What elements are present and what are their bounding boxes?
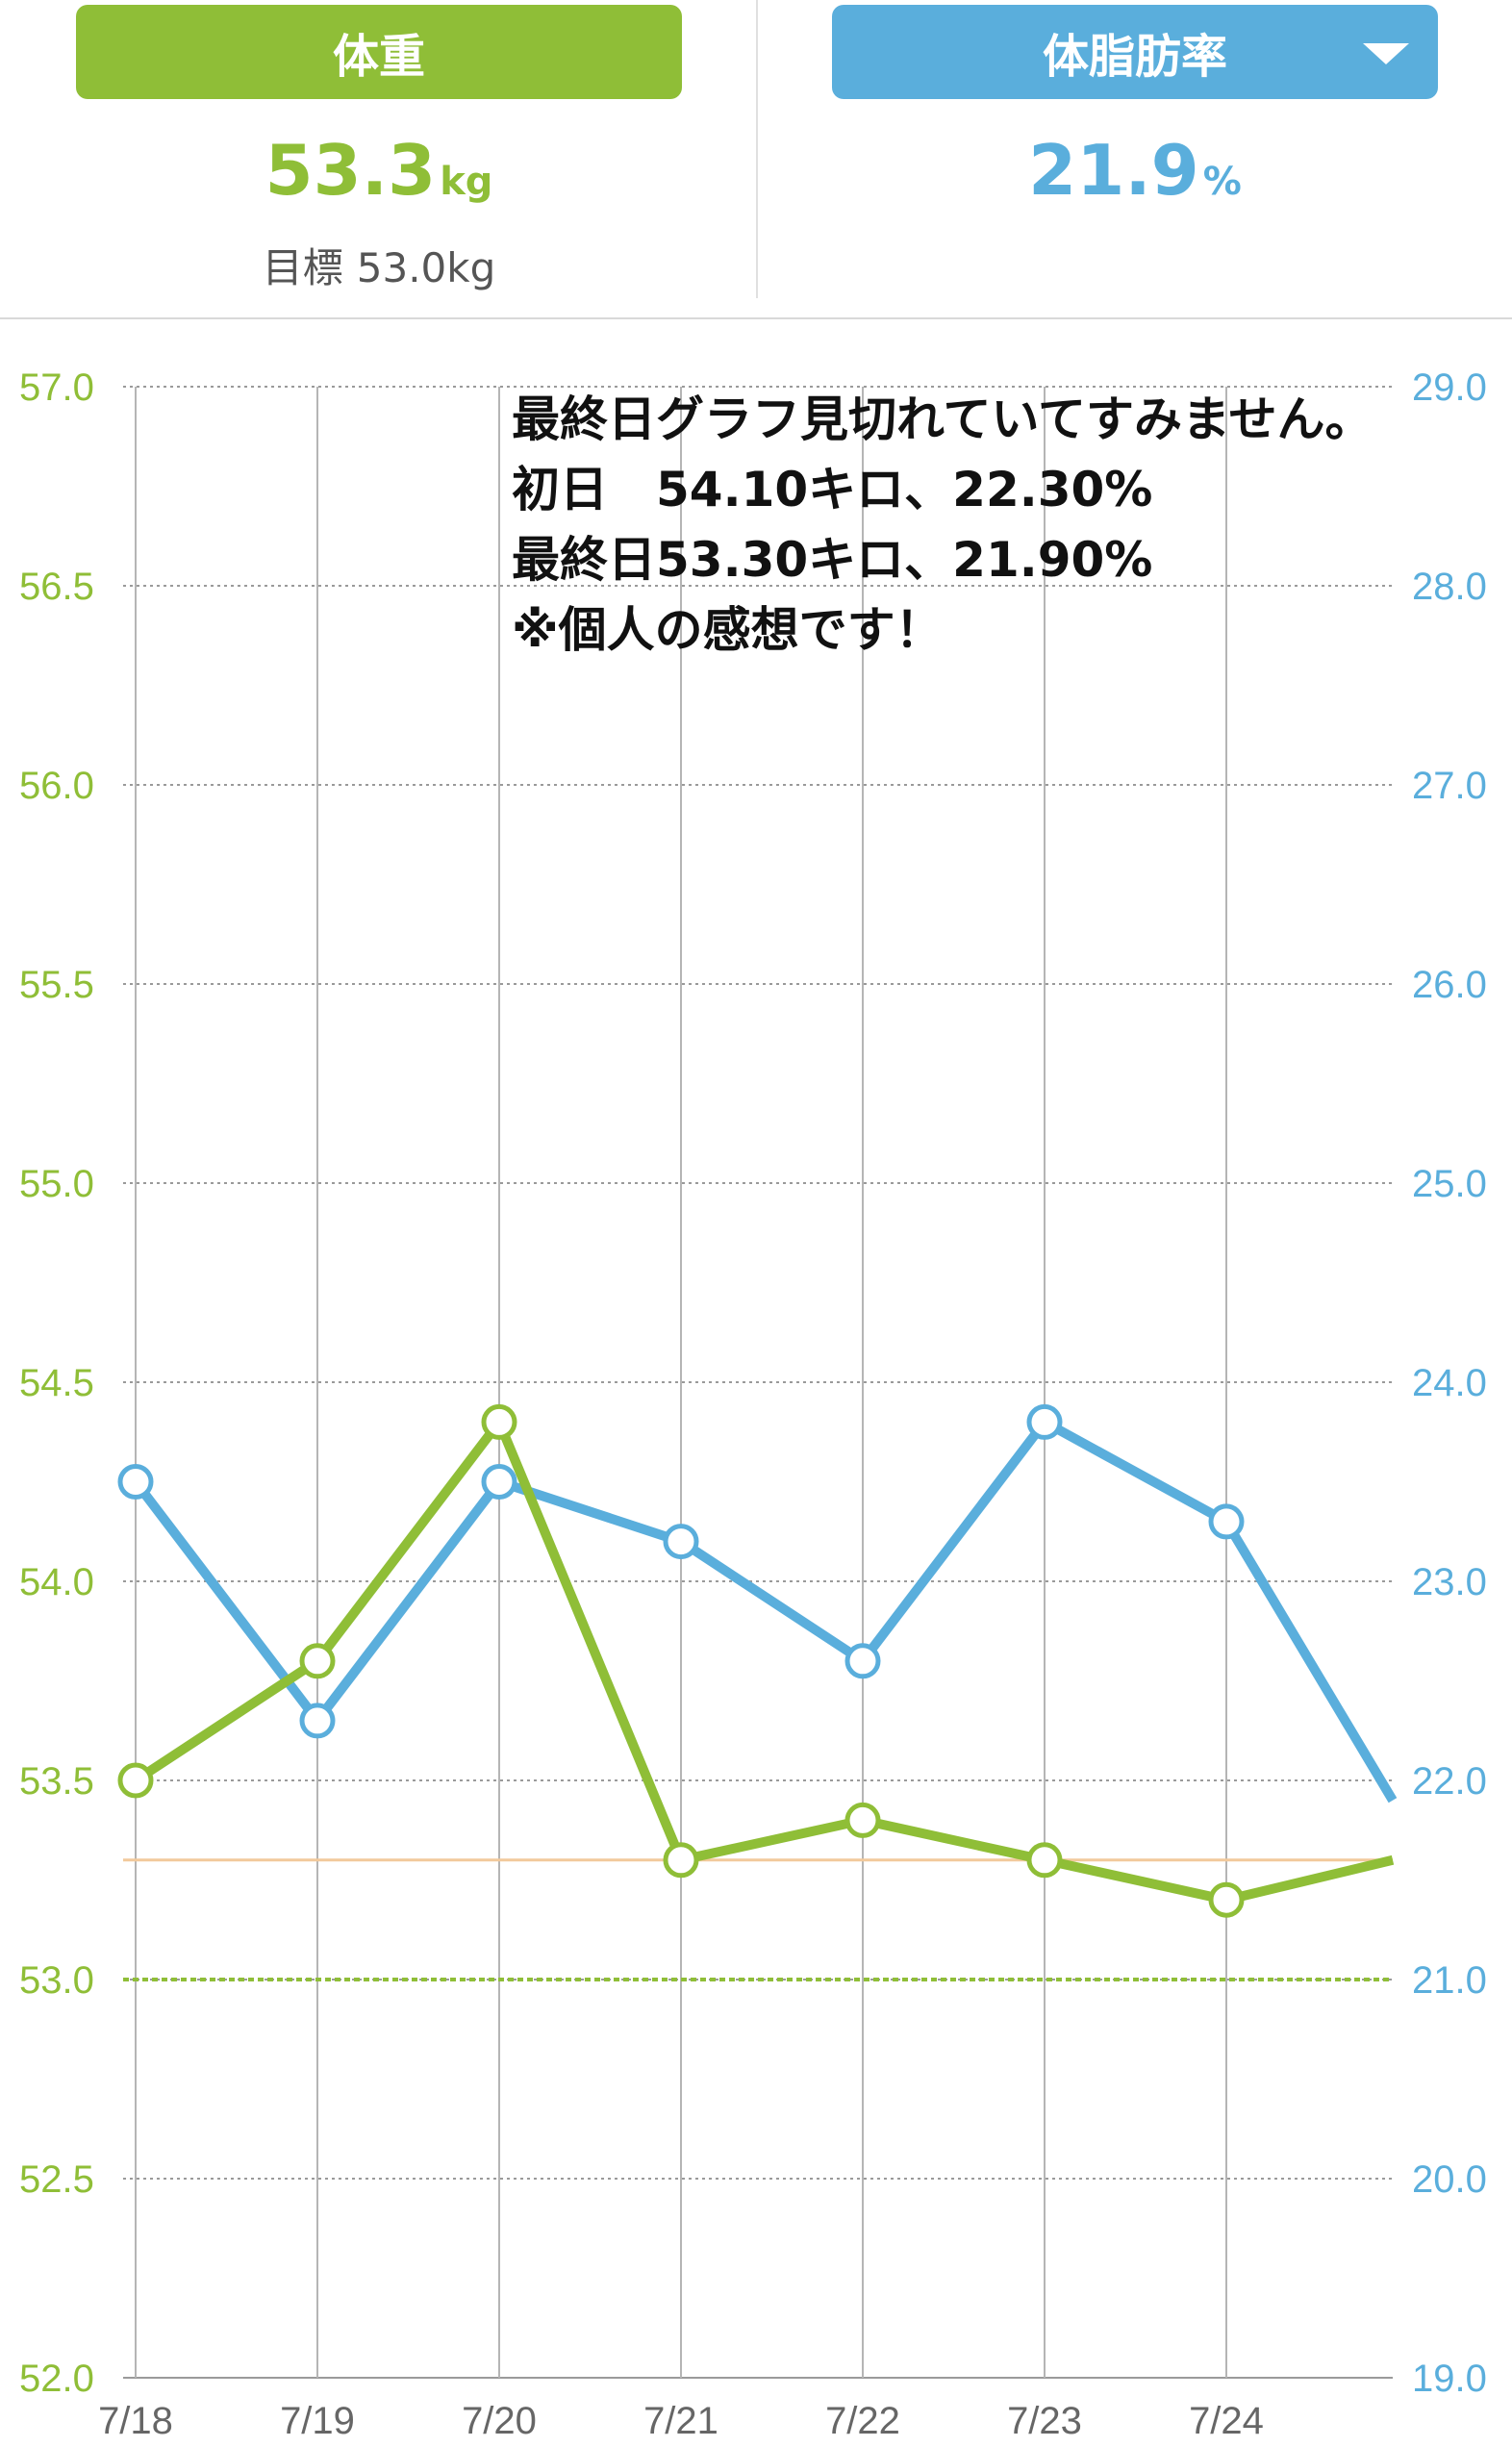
y-right-tick-label: 24.0 bbox=[1412, 1362, 1487, 1404]
y-right-tick-label: 20.0 bbox=[1412, 2158, 1487, 2201]
x-tick-label: 7/23 bbox=[1007, 2400, 1082, 2442]
weight-point bbox=[299, 1643, 336, 1679]
y-left-tick-label: 52.5 bbox=[19, 2158, 94, 2201]
weight-line bbox=[133, 1417, 1395, 1905]
current-weight: 53.3 kg bbox=[76, 130, 682, 211]
goal-label: 目標 bbox=[262, 244, 343, 291]
y-left-tick-label: 57.0 bbox=[19, 366, 94, 409]
y-right-tick-label: 19.0 bbox=[1412, 2358, 1487, 2400]
y-left-tick-label: 56.0 bbox=[19, 765, 94, 807]
x-tick-label: 7/18 bbox=[98, 2400, 173, 2442]
y-left-tick-label: 53.0 bbox=[19, 1959, 94, 2002]
y-left-tick-label: 54.0 bbox=[19, 1561, 94, 1603]
current-weight-unit: kg bbox=[440, 160, 493, 204]
dropdown-arrow-icon[interactable] bbox=[1363, 43, 1409, 64]
body-fat-point bbox=[1026, 1403, 1063, 1440]
x-tick-label: 7/24 bbox=[1189, 2400, 1264, 2442]
header: 体重 体脂肪率 53.3 kg 21.9 % 目標 53.0kg bbox=[0, 0, 1512, 319]
weight-fat-chart: 52.0 52.5 53.0 53.5 54.0 54.5 55.0 55.5 56.0 56.5… bbox=[19, 366, 1487, 2442]
y-right-tick-label: 25.0 bbox=[1412, 1163, 1487, 1205]
current-body-fat-unit: % bbox=[1202, 160, 1242, 204]
note-line-1: 最終日グラフ見切れていてすみません。 bbox=[512, 391, 1373, 447]
weight-point bbox=[1208, 1881, 1245, 1918]
goal-weight: 目標 53.0kg bbox=[76, 236, 682, 294]
y-right-tick-label: 21.0 bbox=[1412, 1959, 1487, 2002]
body-fat-point bbox=[844, 1643, 881, 1679]
y-right-tick-label: 27.0 bbox=[1412, 765, 1487, 807]
x-tick-label: 7/20 bbox=[462, 2400, 537, 2442]
y-right-tick-label: 29.0 bbox=[1412, 366, 1487, 409]
body-fat-point bbox=[117, 1464, 154, 1500]
body-fat-point bbox=[663, 1524, 699, 1560]
body-fat-point bbox=[1208, 1503, 1245, 1540]
note-line-4: ※個人の感想です！ bbox=[512, 602, 944, 658]
goal-value: 53.0kg bbox=[356, 244, 496, 291]
x-tick-label: 7/22 bbox=[825, 2400, 900, 2442]
body-fat-point bbox=[299, 1703, 336, 1739]
weight-tab[interactable]: 体重 bbox=[76, 5, 682, 99]
x-tick-label: 7/21 bbox=[643, 2400, 718, 2442]
y-left-tick-label: 56.5 bbox=[19, 566, 94, 608]
weight-point bbox=[844, 1802, 881, 1838]
y-right-tick-label: 22.0 bbox=[1412, 1760, 1487, 1803]
y-left-tick-label: 55.5 bbox=[19, 964, 94, 1006]
weight-tab-label: 体重 bbox=[332, 30, 425, 84]
current-body-fat: 21.9 % bbox=[832, 130, 1438, 211]
y-right-tick-label: 26.0 bbox=[1412, 964, 1487, 1006]
x-tick-label: 7/19 bbox=[280, 2400, 355, 2442]
body-fat-point bbox=[481, 1464, 517, 1500]
weight-point bbox=[117, 1762, 154, 1799]
y-right-tick-label: 23.0 bbox=[1412, 1561, 1487, 1603]
note-line-3: 最終日53.30キロ、21.90% bbox=[512, 532, 1153, 588]
body-fat-tab[interactable]: 体脂肪率 bbox=[832, 5, 1438, 99]
body-fat-line bbox=[132, 1417, 1398, 1804]
y-left-tick-label: 52.0 bbox=[19, 2358, 94, 2400]
weight-point bbox=[663, 1842, 699, 1879]
weight-point bbox=[1026, 1842, 1063, 1879]
y-left-tick-label: 53.5 bbox=[19, 1760, 94, 1803]
y-left-tick-label: 55.0 bbox=[19, 1163, 94, 1205]
body-fat-tab-label: 体脂肪率 bbox=[1042, 30, 1227, 84]
note-line-2: 初日 54.10キロ、22.30% bbox=[512, 462, 1153, 517]
header-divider bbox=[756, 0, 758, 298]
weight-point bbox=[481, 1403, 517, 1440]
current-body-fat-value: 21.9 bbox=[1028, 130, 1199, 211]
annotation-note: 最終日グラフ見切れていてすみません。 初日 54.10キロ、22.30% 最終日53… bbox=[512, 385, 1373, 666]
y-left-tick-label: 54.5 bbox=[19, 1362, 94, 1404]
current-weight-value: 53.3 bbox=[265, 130, 437, 211]
y-right-tick-label: 28.0 bbox=[1412, 566, 1487, 608]
